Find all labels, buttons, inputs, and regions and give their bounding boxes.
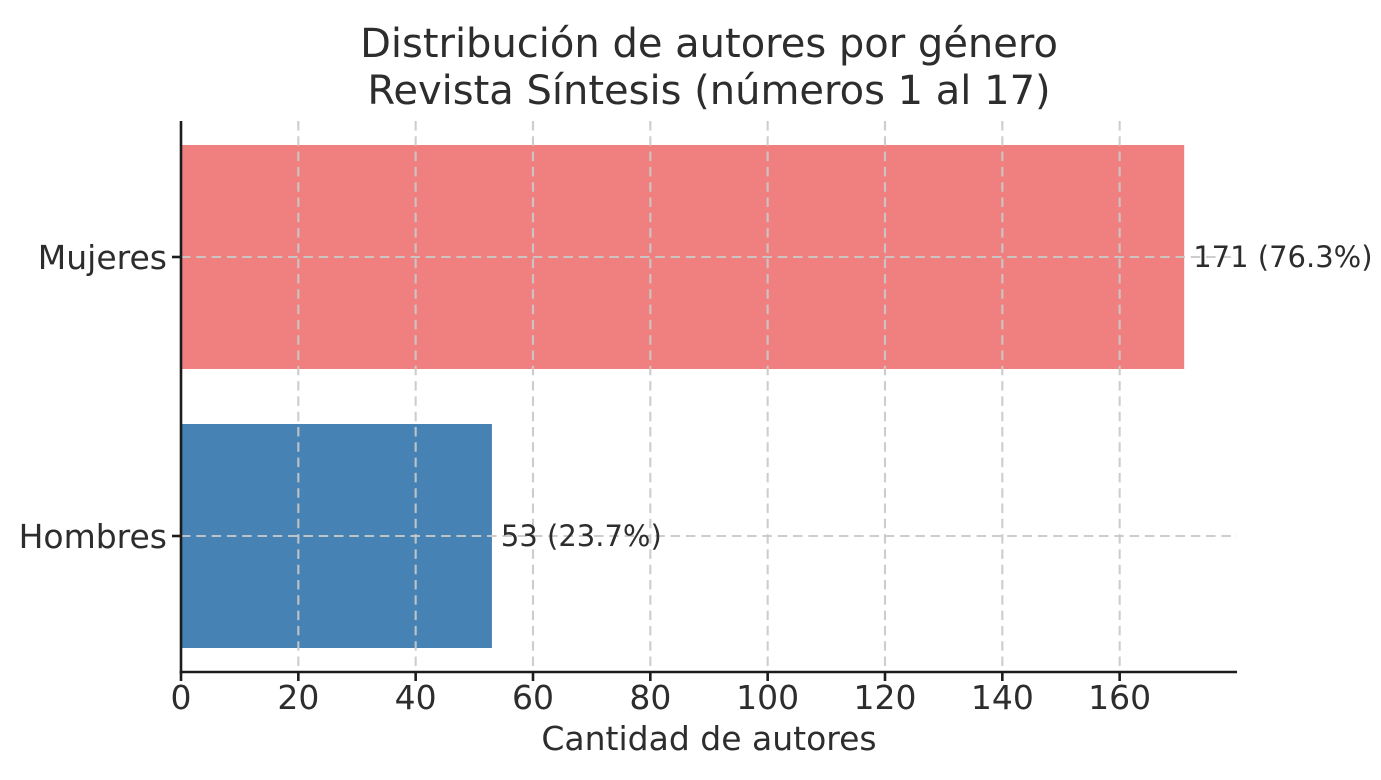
x-tick-label-0: 0 xyxy=(171,678,192,717)
x-tick-label-160: 160 xyxy=(1088,678,1151,717)
x-axis-label: Cantidad de autores xyxy=(541,719,876,758)
category-label-hombres: Hombres xyxy=(19,517,167,556)
chart-title-line1: Distribución de autores por género xyxy=(360,21,1058,67)
x-tick-label-40: 40 xyxy=(395,678,437,717)
value-label-hombres: 53 (23.7%) xyxy=(501,519,662,553)
x-tick-label-80: 80 xyxy=(629,678,671,717)
x-tick-label-60: 60 xyxy=(512,678,554,717)
value-label-mujeres: 171 (76.3%) xyxy=(1193,240,1372,274)
gridlines-layer xyxy=(181,121,1237,672)
x-tick-label-20: 20 xyxy=(277,678,319,717)
bars-layer xyxy=(181,145,1185,648)
annotations-layer: 171 (76.3%) 53 (23.7%) xyxy=(501,240,1373,553)
bar-mujeres xyxy=(181,145,1185,369)
x-tick-label-120: 120 xyxy=(854,678,917,717)
category-label-mujeres: Mujeres xyxy=(38,238,167,277)
x-tick-label-100: 100 xyxy=(736,678,799,717)
x-tick-label-140: 140 xyxy=(971,678,1034,717)
axes-layer: 0 20 40 60 80 100 120 140 160 Mujeres Hombres xyxy=(19,121,1237,717)
chart-title-line2: Revista Síntesis (números 1 al 17) xyxy=(367,68,1050,114)
